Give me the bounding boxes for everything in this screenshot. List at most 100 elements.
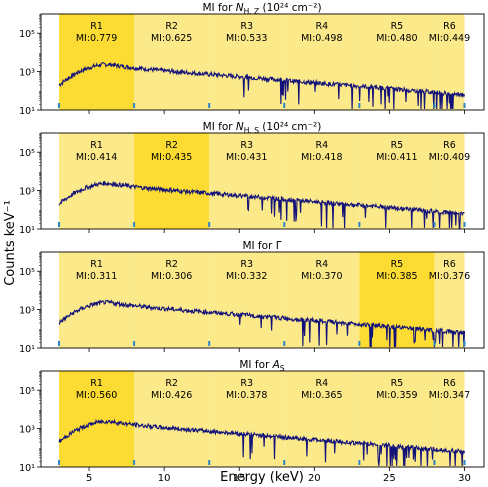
- region-mi-value: MI:0.332: [226, 271, 267, 282]
- y-tick-label: 10¹: [19, 463, 35, 474]
- region-mi-value: MI:0.378: [226, 390, 267, 401]
- panel-title: MI for Γ: [242, 240, 281, 252]
- region-band-r1: [59, 14, 135, 110]
- region-label: R3: [240, 378, 253, 389]
- region-mi-value: MI:0.435: [151, 152, 192, 163]
- x-axis-label: Energy (keV): [220, 470, 304, 485]
- axes-frame: [40, 13, 485, 111]
- region-mi-value: MI:0.311: [76, 271, 117, 282]
- region-label: R6: [443, 378, 456, 389]
- region-mi-value: MI:0.411: [376, 152, 417, 163]
- x-tick-label: 25: [383, 473, 396, 484]
- region-boundary-marker: [208, 222, 211, 227]
- y-tick-label: 10¹: [19, 225, 35, 236]
- region-label: R1: [90, 378, 103, 389]
- region-label: R6: [443, 140, 456, 151]
- region-boundary-marker: [208, 103, 211, 108]
- region-mi-value: MI:0.480: [376, 33, 417, 44]
- region-boundary-marker: [433, 103, 436, 108]
- region-boundary-marker: [463, 222, 466, 227]
- x-tick-label: 5: [86, 473, 92, 484]
- region-mi-value: MI:0.365: [301, 390, 342, 401]
- axes-frame: [40, 251, 485, 349]
- region-boundary-marker: [283, 222, 286, 227]
- region-label: R2: [165, 378, 178, 389]
- region-band-r3: [209, 14, 285, 110]
- region-label: R1: [90, 259, 103, 270]
- region-mi-value: MI:0.449: [429, 33, 470, 44]
- region-mi-value: MI:0.409: [429, 152, 470, 163]
- region-boundary-marker: [208, 460, 211, 465]
- axes-frame: [40, 370, 485, 468]
- region-boundary-marker: [463, 341, 466, 346]
- y-tick-label: 10⁵: [19, 29, 35, 40]
- region-label: R5: [391, 140, 404, 151]
- region-boundary-marker: [133, 222, 136, 227]
- region-boundary-marker: [433, 460, 436, 465]
- y-tick-label: 10³: [19, 187, 35, 198]
- y-tick-label: 10³: [19, 425, 35, 436]
- region-mi-value: MI:0.370: [301, 271, 342, 282]
- region-mi-value: MI:0.431: [226, 152, 267, 163]
- region-boundary-marker: [133, 460, 136, 465]
- panel-1: MI for NH, Z (10²⁴ cm⁻²)R1MI:0.779R2MI:0…: [19, 2, 485, 117]
- y-tick-label: 10⁵: [19, 148, 35, 159]
- region-boundary-marker: [358, 103, 361, 108]
- region-boundary-marker: [208, 341, 211, 346]
- region-mi-value: MI:0.560: [76, 390, 117, 401]
- region-label: R4: [315, 21, 328, 32]
- y-tick-label: 10⁵: [19, 267, 35, 278]
- region-label: R5: [391, 21, 404, 32]
- panel-2: MI for NH, S (10²⁴ cm⁻²)R1MI:0.414R2MI:0…: [19, 121, 485, 236]
- region-label: R3: [240, 259, 253, 270]
- region-boundary-marker: [58, 460, 61, 465]
- region-boundary-marker: [283, 103, 286, 108]
- region-band-r2: [134, 133, 210, 229]
- region-mi-value: MI:0.347: [429, 390, 470, 401]
- region-boundary-marker: [58, 222, 61, 227]
- region-mi-value: MI:0.385: [376, 271, 417, 282]
- y-tick-label: 10⁵: [19, 386, 35, 397]
- region-band-r3: [209, 371, 285, 467]
- y-tick-label: 10¹: [19, 106, 35, 117]
- region-boundary-marker: [58, 103, 61, 108]
- region-mi-value: MI:0.533: [226, 33, 267, 44]
- region-boundary-marker: [463, 103, 466, 108]
- region-boundary-marker: [133, 103, 136, 108]
- spectrum-line: [58, 62, 466, 110]
- region-label: R1: [90, 21, 103, 32]
- region-label: R1: [90, 140, 103, 151]
- y-tick-label: 10³: [19, 68, 35, 79]
- region-band-r4: [284, 371, 360, 467]
- region-label: R6: [443, 259, 456, 270]
- region-band-r1: [59, 371, 135, 467]
- region-mi-value: MI:0.426: [151, 390, 192, 401]
- region-boundary-marker: [433, 222, 436, 227]
- region-band-r5: [359, 133, 435, 229]
- region-boundary-marker: [358, 460, 361, 465]
- x-tick-label: 30: [458, 473, 471, 484]
- region-boundary-marker: [463, 460, 466, 465]
- region-label: R3: [240, 21, 253, 32]
- region-boundary-marker: [433, 341, 436, 346]
- region-mi-value: MI:0.418: [301, 152, 342, 163]
- region-mi-value: MI:0.498: [301, 33, 342, 44]
- x-tick-label: 15: [233, 473, 246, 484]
- region-band-r2: [134, 371, 210, 467]
- region-boundary-marker: [358, 341, 361, 346]
- region-band-r1: [59, 133, 135, 229]
- region-label: R5: [391, 259, 404, 270]
- region-band-r1: [59, 252, 135, 348]
- region-label: R2: [165, 259, 178, 270]
- region-band-r3: [209, 252, 285, 348]
- region-mi-value: MI:0.414: [76, 152, 117, 163]
- region-label: R6: [443, 21, 456, 32]
- region-boundary-marker: [283, 341, 286, 346]
- region-label: R3: [240, 140, 253, 151]
- region-boundary-marker: [58, 341, 61, 346]
- x-tick-label: 20: [308, 473, 321, 484]
- region-label: R4: [315, 378, 328, 389]
- region-band-r4: [284, 14, 360, 110]
